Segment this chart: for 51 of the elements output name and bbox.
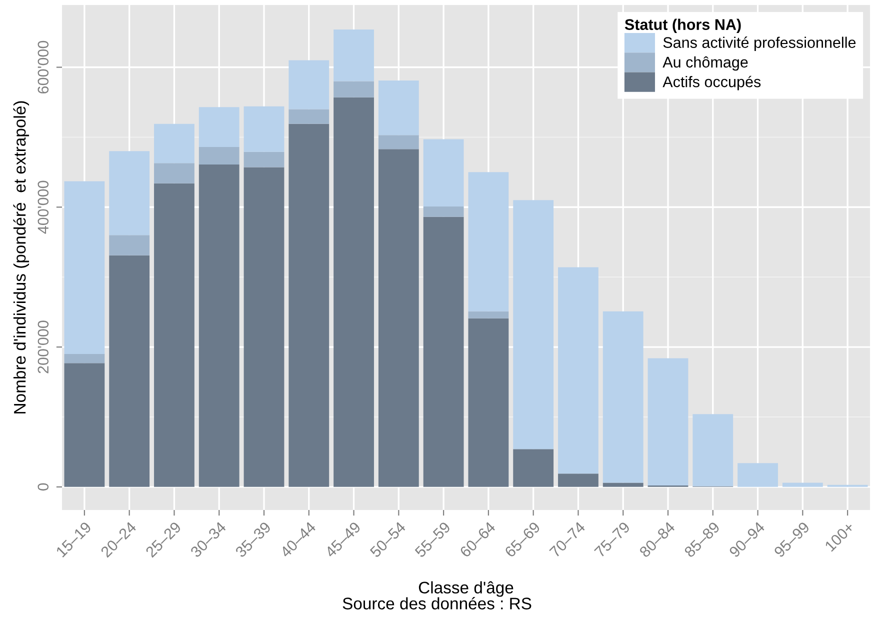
- bar: [738, 463, 778, 487]
- bar: [244, 167, 284, 487]
- bar: [244, 106, 284, 152]
- bar: [378, 80, 419, 136]
- bar: [558, 267, 598, 474]
- bar: [602, 311, 644, 483]
- bar: [468, 311, 509, 318]
- legend-label: Sans activité professionnelle: [663, 36, 856, 51]
- bar: [109, 151, 150, 236]
- bar: [513, 449, 554, 487]
- bar: [154, 124, 194, 164]
- legend-title: Statut (hors NA): [624, 18, 741, 33]
- source-note: Source des données : RS: [342, 597, 532, 610]
- bar: [288, 60, 330, 110]
- bar: [602, 482, 644, 487]
- bar: [513, 200, 554, 450]
- y-tick-label: 400'000: [38, 180, 49, 234]
- bar: [468, 172, 509, 312]
- bar: [423, 216, 464, 487]
- x-axis-title: Classe d'âge: [418, 581, 514, 597]
- bar: [334, 29, 374, 82]
- bar: [109, 235, 150, 256]
- bar: [244, 152, 284, 168]
- bar: [782, 482, 823, 487]
- bar: [378, 135, 419, 150]
- bar: [334, 97, 374, 487]
- y-tick-label: 200'000: [38, 320, 49, 374]
- y-tick-label: 600'000: [38, 40, 49, 94]
- bar: [154, 183, 194, 487]
- bar: [288, 109, 330, 124]
- bar: [64, 354, 105, 364]
- bar: [198, 146, 240, 164]
- legend-label: Actifs occupés: [662, 76, 761, 90]
- bar: [64, 181, 105, 354]
- bar: [423, 139, 464, 206]
- bar: [468, 318, 509, 487]
- bar: [558, 474, 598, 487]
- y-tick-label: 0: [38, 483, 49, 491]
- bar: [154, 163, 194, 184]
- bar: [423, 206, 464, 217]
- bar: [378, 149, 419, 487]
- legend-label: Au chômage: [662, 56, 748, 71]
- bar: [692, 414, 734, 486]
- bar: [648, 358, 688, 486]
- bar: [109, 255, 150, 487]
- bar: [64, 363, 105, 487]
- bar: [334, 81, 374, 98]
- bar: [198, 164, 240, 487]
- bar: [198, 107, 240, 147]
- bar: [288, 124, 330, 487]
- y-axis-title: Nombre d'individus (pondéré et extrapolé): [13, 101, 30, 414]
